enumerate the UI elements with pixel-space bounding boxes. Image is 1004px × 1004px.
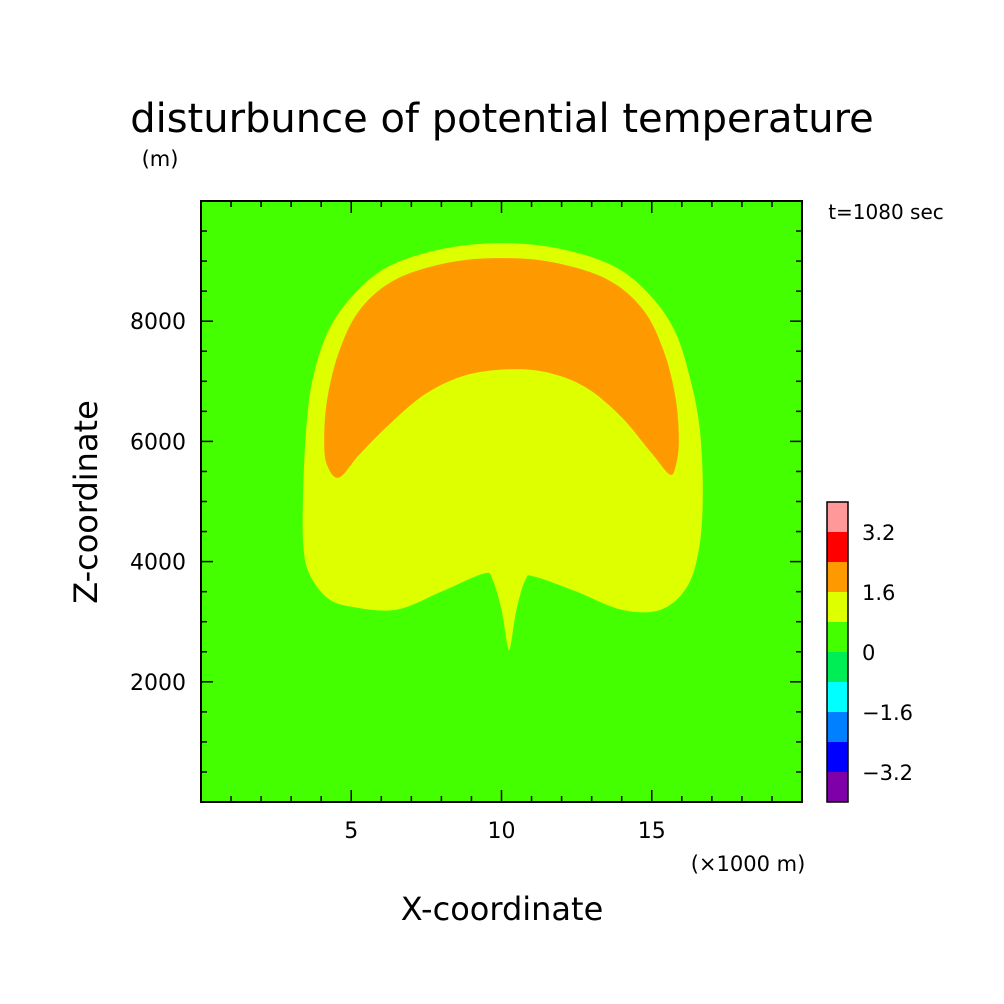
colorbar-swatch xyxy=(827,652,848,682)
colorbar-swatch xyxy=(827,592,848,622)
y-tick-label: 4000 xyxy=(130,551,186,576)
colorbar-frame xyxy=(826,501,849,803)
colorbar-swatch xyxy=(827,622,848,652)
colorbar-label: −3.2 xyxy=(862,761,913,785)
colorbar-swatch xyxy=(827,532,848,562)
contour-1.6-2.4 xyxy=(324,258,679,478)
colorbar-swatch xyxy=(827,742,848,772)
chart-title: disturbunce of potential temperature xyxy=(130,96,874,142)
colorbar-swatch xyxy=(827,772,848,802)
colorbar: −3.2 −1.6 0 1.6 3.2 xyxy=(826,501,913,803)
y-axis: 2000 4000 6000 8000 xyxy=(130,230,802,773)
time-label: t=1080 sec xyxy=(828,200,944,224)
colorbar-label: −1.6 xyxy=(862,701,913,725)
colorbar-swatch xyxy=(827,712,848,742)
y-tick-label: 8000 xyxy=(130,310,186,335)
y-tick-label: 2000 xyxy=(130,671,186,696)
x-tick-label: 5 xyxy=(344,819,358,844)
x-unit-label: (×1000 m) xyxy=(691,852,806,876)
colorbar-label: 0 xyxy=(862,641,875,665)
colorbar-swatch xyxy=(827,682,848,712)
y-axis-title: Z-coordinate xyxy=(67,400,105,604)
plot-area xyxy=(200,200,803,803)
colorbar-swatch xyxy=(827,562,848,592)
y-tick-label: 6000 xyxy=(130,430,186,455)
y-unit-label: (m) xyxy=(142,147,179,171)
colorbar-swatch xyxy=(827,502,848,532)
x-tick-label: 10 xyxy=(488,819,516,844)
colorbar-label: 1.6 xyxy=(862,581,895,605)
x-tick-label: 15 xyxy=(638,819,666,844)
x-axis-title: X-coordinate xyxy=(401,890,604,928)
colorbar-label: 3.2 xyxy=(862,521,895,545)
x-axis: 5 10 15 xyxy=(230,201,773,844)
